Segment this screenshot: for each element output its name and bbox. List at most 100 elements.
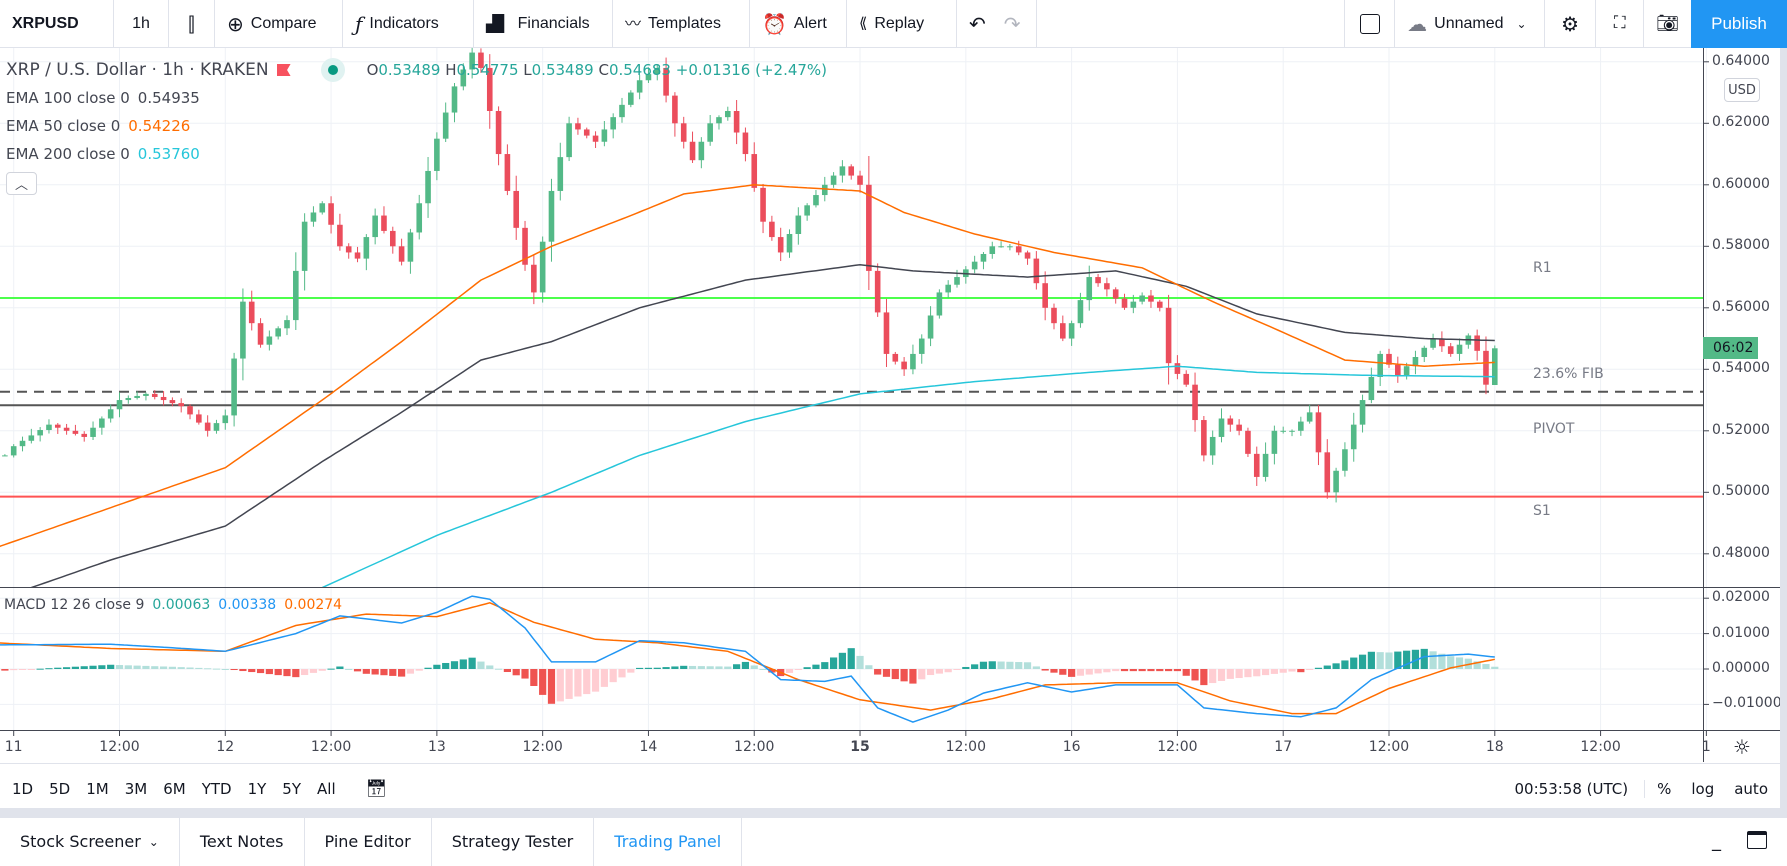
time-tick: 12:00	[522, 739, 563, 755]
macd-histogram-bar	[433, 664, 441, 669]
replay-button[interactable]: ⟪ Replay	[847, 0, 957, 48]
macd-histogram-bar	[80, 666, 88, 669]
macd-histogram-bar	[406, 669, 415, 674]
range-ytd[interactable]: YTD	[201, 780, 232, 798]
candle-body	[724, 111, 731, 118]
percent-toggle[interactable]: %	[1657, 780, 1672, 798]
range-buttons: 1D 5D 1M 3M 6M YTD 1Y 5Y All	[0, 780, 344, 798]
macd-histogram-bar	[1473, 661, 1481, 669]
fullscreen-button[interactable]: ⛶	[1596, 0, 1645, 48]
candle-body	[1289, 430, 1295, 432]
candle-body	[1430, 338, 1436, 348]
candle-body	[954, 277, 960, 285]
macd-histogram-bar	[512, 669, 520, 676]
macd-histogram-bar	[248, 669, 256, 673]
candle-body	[910, 353, 916, 370]
candle-body	[936, 292, 943, 316]
range-1m[interactable]: 1M	[86, 780, 109, 798]
macd-histogram-bar	[1015, 662, 1023, 669]
market-status-icon[interactable]	[320, 58, 345, 82]
plus-circle-icon: ⊕	[227, 11, 244, 36]
range-5y[interactable]: 5Y	[282, 780, 302, 798]
macd-histogram-bar	[151, 666, 159, 669]
snapshot-button[interactable]: 📷︎	[1644, 0, 1691, 48]
macd-histogram-bar	[962, 666, 970, 669]
macd-histogram-bar	[971, 664, 979, 669]
bottom-panel-tabs: Stock Screener ⌄ Text Notes Pine Editor Stra…	[0, 817, 1787, 866]
tab-text-notes[interactable]: Text Notes	[180, 817, 305, 866]
candle-body	[830, 175, 837, 185]
log-toggle[interactable]: log	[1691, 780, 1715, 798]
candle-body	[72, 430, 79, 434]
settings-button[interactable]: ⚙	[1545, 0, 1597, 48]
maximize-icon[interactable]	[1747, 831, 1767, 849]
tab-strategy-tester[interactable]: Strategy Tester	[432, 817, 595, 866]
financials-button[interactable]: ▟▌ Financials	[474, 0, 613, 48]
macd-histogram-bar	[1350, 657, 1358, 669]
macd-legend[interactable]: MACD 12 26 close 9 0.00063 0.00338 0.002…	[4, 597, 342, 613]
time-tick: 1	[1701, 739, 1711, 755]
macd-histogram-bar	[1164, 669, 1173, 672]
ema200-legend[interactable]: EMA 200 close 0 0.53760	[6, 140, 827, 168]
utc-clock[interactable]: 00:53:58 (UTC)	[1499, 780, 1646, 798]
undo-icon[interactable]: ↶	[969, 11, 986, 36]
chart-type-button[interactable]: ⫿	[169, 0, 215, 48]
candle-body	[28, 435, 35, 441]
layout-select-button[interactable]	[1345, 0, 1396, 48]
range-1d[interactable]: 1D	[12, 780, 34, 798]
range-3m[interactable]: 3M	[124, 780, 148, 798]
range-5d[interactable]: 5D	[49, 780, 71, 798]
candle-body	[1174, 363, 1181, 374]
redo-icon[interactable]: ↷	[1003, 11, 1021, 36]
bar-chart-icon: ▟▌	[486, 13, 511, 33]
macd-histogram-bar	[503, 669, 511, 673]
auto-toggle[interactable]: auto	[1734, 780, 1768, 798]
publish-button[interactable]: Publish	[1691, 0, 1787, 48]
layout-name-button[interactable]: ☁ Unnamed ⌄	[1395, 0, 1546, 48]
flag-icon[interactable]	[276, 64, 291, 76]
interval-button[interactable]: 1h	[114, 0, 169, 48]
currency-badge[interactable]: USD	[1724, 78, 1760, 102]
collapse-legend-button[interactable]: ︿	[6, 172, 37, 195]
macd-histogram-bar	[256, 669, 265, 674]
macd-histogram-bar	[759, 669, 767, 670]
candle-body	[416, 203, 423, 233]
macd-histogram-bar	[918, 669, 926, 680]
candle-body	[980, 253, 987, 262]
macd-histogram-bar	[926, 669, 935, 676]
macd-histogram-bar	[327, 668, 335, 670]
candle-body	[434, 138, 440, 171]
macd-histogram-bar	[389, 669, 397, 676]
macd-histogram-bar	[89, 665, 97, 669]
ema100-legend[interactable]: EMA 100 close 0 0.54935	[6, 84, 827, 112]
range-6m[interactable]: 6M	[163, 780, 186, 798]
tab-pine-editor[interactable]: Pine Editor	[305, 817, 432, 866]
range-all[interactable]: All	[317, 780, 336, 798]
macd-histogram-bar	[1261, 669, 1270, 676]
tab-label: Text Notes	[199, 832, 284, 851]
candle-body	[566, 123, 572, 158]
ema50-legend[interactable]: EMA 50 close 0 0.54226	[6, 112, 827, 140]
replay-label: Replay	[874, 14, 925, 32]
chart-settings-gear-icon[interactable]: ☼	[1733, 735, 1751, 759]
alert-button[interactable]: ⏰ Alert	[750, 0, 847, 48]
macd-histogram-bar	[1323, 665, 1331, 669]
range-1y[interactable]: 1Y	[247, 780, 267, 798]
tab-stock-screener[interactable]: Stock Screener ⌄	[0, 817, 180, 866]
macd-histogram-bar	[1429, 651, 1437, 669]
minimize-icon[interactable]: _	[1712, 831, 1721, 852]
goto-date-icon[interactable]: 📅︎	[365, 779, 388, 799]
compare-button[interactable]: ⊕ Compare	[215, 0, 343, 48]
chevron-down-icon[interactable]: ⌄	[148, 834, 159, 849]
symbol-search-button[interactable]: XRPUSD	[0, 0, 114, 48]
candle-body	[90, 427, 96, 437]
indicators-button[interactable]: ƒ Indicators	[343, 0, 474, 48]
macd-histogram-bar	[494, 668, 503, 670]
templates-button[interactable]: 〰 Templates	[613, 0, 750, 48]
macd-histogram-bar	[142, 665, 150, 669]
tab-trading-panel[interactable]: Trading Panel	[594, 817, 743, 866]
macd-histogram-bar	[204, 668, 212, 670]
candle-body	[63, 427, 70, 431]
chevron-up-icon: ︿	[14, 178, 28, 193]
